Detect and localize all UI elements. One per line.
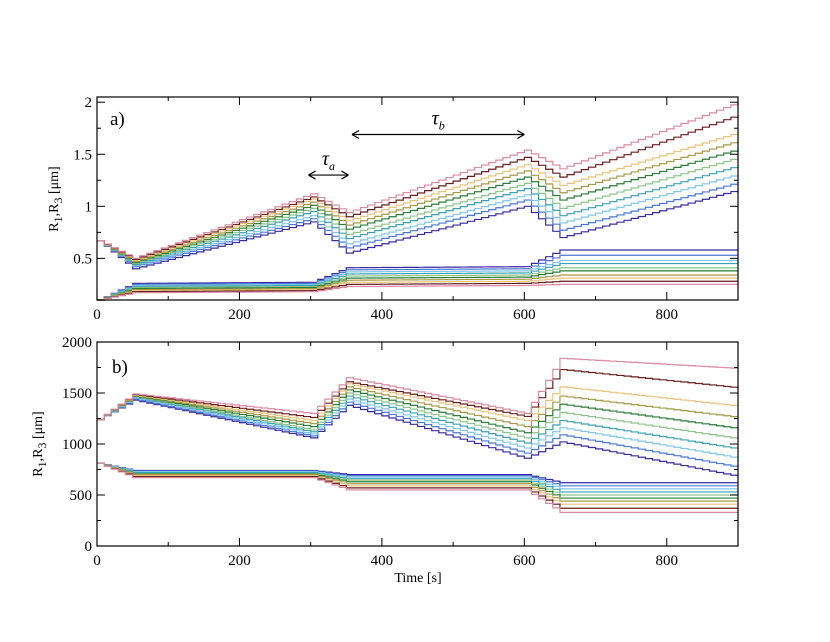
panel-a-series-r3-3 <box>97 259 738 301</box>
panel-b-series-r1-3 <box>97 397 739 459</box>
panel-a: 0 200 400 600 800 0.5 1 1.5 2 a) R1,R3 [μm] τa τ… <box>47 95 739 323</box>
tau-a-arrowhead-right <box>341 170 349 176</box>
panel-b-series-r3-4 <box>97 462 738 493</box>
panel-b-series-r1-5 <box>97 392 739 439</box>
panel-a-series-r3-10 <box>97 283 738 301</box>
panel-b-series-r1-2 <box>97 398 739 468</box>
panel-a-annotations: τa τb <box>308 107 525 180</box>
panel-b-series-r1-8 <box>97 383 739 422</box>
panel-b-series-r3-10 <box>97 462 738 513</box>
panel-b-ytick-label-1500: 1500 <box>62 386 92 402</box>
tau-a-arrowhead-left <box>308 170 316 176</box>
panel-b: 0 200 400 600 800 0 500 1000 1500 2000 b) R1,R3 [… <box>31 335 739 586</box>
panel-a-xtick-label-600: 600 <box>513 307 536 323</box>
panel-a-series-r3-4 <box>97 262 738 301</box>
panel-a-series-r3-2 <box>97 254 738 301</box>
panel-b-series-r3-8 <box>97 462 738 505</box>
panel-b-series-r1-9 <box>97 368 739 421</box>
panel-a-frame <box>96 96 739 301</box>
panel-b-xtick-label-600: 600 <box>513 553 536 569</box>
panel-b-xtick-label-400: 400 <box>371 553 394 569</box>
panel-b-series <box>97 357 739 513</box>
panel-b-ytick-label-2000: 2000 <box>62 335 92 351</box>
tau-b-arrowhead-left-2 <box>351 133 360 139</box>
panel-b-series-r1-10 <box>97 357 739 421</box>
panel-a-series-r3-8 <box>97 277 738 301</box>
panel-b-xtick-label-200: 200 <box>228 553 251 569</box>
tau-b-arrowhead-right <box>517 129 525 135</box>
panel-b-xlabel: Time [s] <box>394 571 441 586</box>
panel-b-series-r1-6 <box>97 389 739 434</box>
panel-b-frame <box>96 341 739 547</box>
panel-a-xtick-label-200: 200 <box>228 307 251 323</box>
panel-b-ticks: 0 200 400 600 800 0 500 1000 1500 2000 <box>62 335 738 569</box>
panel-b-series-r1-7 <box>97 386 739 428</box>
tau-a-arrowhead-right-2 <box>341 174 349 180</box>
panel-a-xtick-label-400: 400 <box>371 307 394 323</box>
panel-b-series-r3-3 <box>97 462 738 490</box>
panel-a-ytick-label-0.5: 0.5 <box>73 251 92 267</box>
panel-a-ticks: 0 200 400 600 800 0.5 1 1.5 2 <box>73 95 738 323</box>
panel-a-xtick-label-0: 0 <box>93 307 101 323</box>
tau-a-label: τa <box>322 148 335 173</box>
panel-a-ylabel: R1,R3 [μm] <box>47 166 65 231</box>
panel-b-series-r3-9 <box>97 462 738 509</box>
panel-a-label: a) <box>110 109 125 130</box>
panel-a-series <box>97 102 739 301</box>
panel-a-ytick-label-1: 1 <box>85 199 93 215</box>
panel-b-ylabel: R1,R3 [μm] <box>31 411 49 476</box>
panel-a-series-r3-5 <box>97 267 738 301</box>
panel-b-series-r1-4 <box>97 395 739 450</box>
panel-b-xtick-label-800: 800 <box>656 553 679 569</box>
panel-a-series-r1-10 <box>97 102 739 259</box>
panel-b-ytick-label-500: 500 <box>70 488 93 504</box>
panel-a-series-r3-6 <box>97 270 738 301</box>
tau-b-arrowhead-left <box>351 129 360 135</box>
panel-a-series-r1-8 <box>97 132 739 262</box>
panel-a-series-r3-7 <box>97 274 738 301</box>
panel-a-ytick-label-1.5: 1.5 <box>73 147 92 163</box>
tau-b-arrowhead-right-2 <box>517 133 525 139</box>
panel-b-xtick-label-0: 0 <box>93 553 101 569</box>
tau-a-arrowhead-left-2 <box>308 174 316 180</box>
panel-a-xtick-label-800: 800 <box>656 307 679 323</box>
panel-b-series-r3-7 <box>97 462 738 502</box>
panel-b-label: b) <box>112 357 128 378</box>
panel-a-ytick-label-2: 2 <box>85 95 93 111</box>
panel-b-ytick-label-0: 0 <box>85 539 93 555</box>
tau-b-label: τb <box>432 107 445 132</box>
panel-b-series-r1-1 <box>97 399 739 477</box>
panel-a-series-r3-9 <box>97 280 738 301</box>
panel-a-series-r3-1 <box>97 249 738 301</box>
panel-b-ytick-label-1000: 1000 <box>62 437 92 453</box>
